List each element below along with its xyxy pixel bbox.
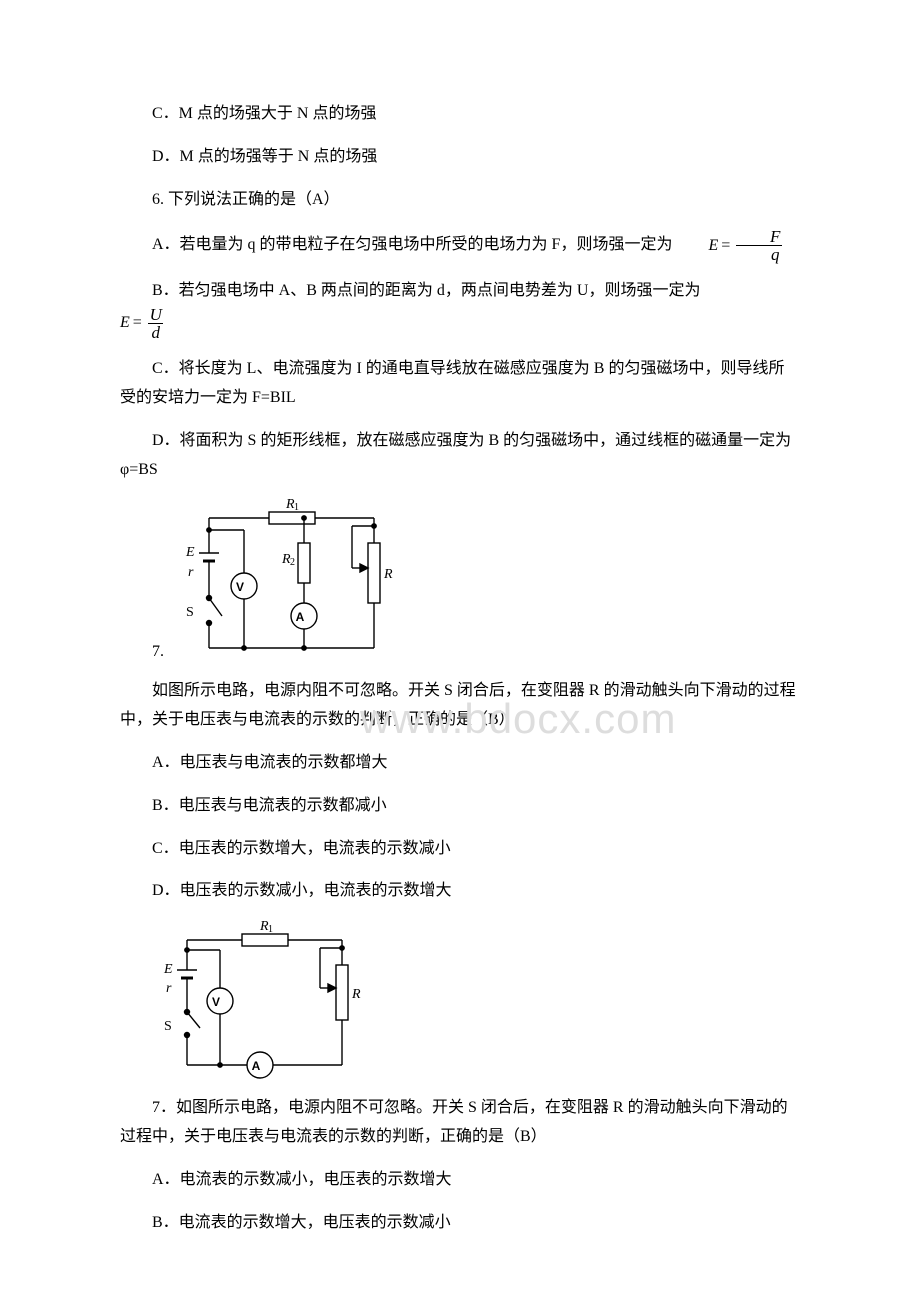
- circuit-diagram-2-block: R 1 E r S V A R: [152, 920, 800, 1080]
- svg-text:r: r: [188, 565, 194, 580]
- circuit-diagram-2: R 1 E r S V A R: [152, 920, 362, 1080]
- svg-text:V: V: [212, 995, 220, 1009]
- svg-text:1: 1: [268, 924, 273, 935]
- question-6-option-d: D．将面积为 S 的矩形线框，放在磁感应强度为 B 的匀强磁场中，通过线框的磁通…: [120, 427, 800, 485]
- question-7-option-b: B．电压表与电流表的示数都减小: [120, 792, 800, 821]
- question-7-number: 7.: [152, 643, 164, 663]
- circuit-diagram-1: R 1 R 2 E r S V A R: [174, 498, 394, 663]
- question-6: 6. 下列说法正确的是（A）: [120, 186, 800, 215]
- question-6-option-c: C．将长度为 L、电流强度为 I 的通电直导线放在磁感应强度为 B 的匀强磁场中…: [120, 355, 800, 413]
- svg-text:2: 2: [290, 557, 295, 568]
- option-d: D．M 点的场强等于 N 点的场强: [120, 143, 800, 172]
- svg-text:A: A: [252, 1059, 261, 1073]
- svg-text:r: r: [166, 981, 172, 996]
- question-6-option-a: A．若电量为 q 的带电粒子在匀强电场中所受的电场力为 F，则场强一定为 E=F…: [120, 228, 800, 263]
- svg-text:R: R: [383, 567, 393, 582]
- question-7-option-a: A．电压表与电流表的示数都增大: [120, 749, 800, 778]
- option-c: C．M 点的场强大于 N 点的场强: [120, 100, 800, 129]
- question-7v2-option-a: A．电流表的示数减小，电压表的示数增大: [120, 1166, 800, 1195]
- svg-text:S: S: [164, 1019, 172, 1034]
- svg-text:E: E: [185, 545, 195, 560]
- svg-text:R: R: [351, 987, 361, 1002]
- svg-text:S: S: [186, 605, 194, 620]
- formula-e-ud: E=Ud: [120, 306, 167, 341]
- question-7-option-d: D．电压表的示数减小，电流表的示数增大: [120, 877, 800, 906]
- circuit-diagram-1-block: 7.: [152, 498, 800, 663]
- question-7v2-option-b: B．电流表的示数增大，电压表的示数减小: [120, 1209, 800, 1238]
- question-6-option-b: B．若匀强电场中 A、B 两点间的距离为 d，两点间电势差为 U，则场强一定为 …: [120, 277, 800, 341]
- q6a-text: A．若电量为 q 的带电粒子在匀强电场中所受的电场力为 F，则场强一定为: [152, 237, 672, 254]
- svg-text:V: V: [236, 580, 244, 594]
- svg-text:1: 1: [294, 502, 299, 513]
- question-7-option-c: C．电压表的示数增大，电流表的示数减小: [120, 835, 800, 864]
- formula-e-fq: E=Fq: [676, 228, 785, 263]
- q6b-text: B．若匀强电场中 A、B 两点间的距离为 d，两点间电势差为 U，则场强一定为: [120, 277, 700, 306]
- question-7v2-body: 7．如图所示电路，电源内阻不可忽略。开关 S 闭合后，在变阻器 R 的滑动触头向…: [120, 1094, 800, 1152]
- svg-text:A: A: [296, 610, 305, 624]
- svg-text:E: E: [163, 962, 173, 977]
- question-7-body: 如图所示电路，电源内阻不可忽略。开关 S 闭合后，在变阻器 R 的滑动触头向下滑…: [120, 677, 800, 735]
